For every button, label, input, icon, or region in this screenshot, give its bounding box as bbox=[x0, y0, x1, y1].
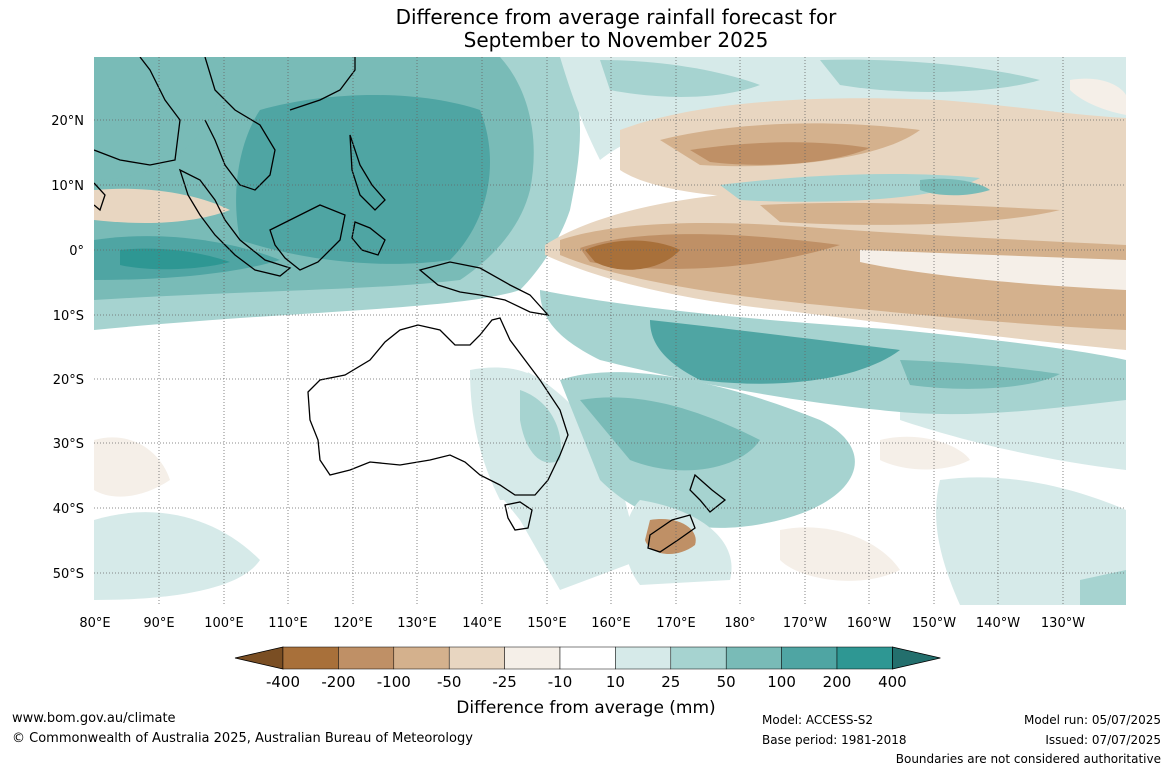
copyright: © Commonwealth of Australia 2025, Austra… bbox=[12, 731, 473, 746]
lat-label: 20°S bbox=[53, 373, 84, 388]
lon-label: 130°E bbox=[397, 616, 437, 631]
colorbar-swatch bbox=[282, 646, 339, 670]
colorbar-swatch bbox=[338, 646, 395, 670]
colorbar-swatch bbox=[836, 646, 893, 670]
colorbar-tick-label: 50 bbox=[717, 673, 736, 691]
latitude-labels: 20°N 10°N 0° 10°S 20°S 30°S 40°S 50°S bbox=[51, 114, 84, 582]
lon-label: 170°E bbox=[656, 616, 696, 631]
lon-label: 120°E bbox=[333, 616, 373, 631]
lat-label: 10°N bbox=[51, 179, 84, 194]
lon-label: 90°E bbox=[143, 616, 174, 631]
colorbar-tick-label: 200 bbox=[823, 673, 852, 691]
colorbar-swatch bbox=[615, 646, 672, 670]
colorbar-label: Difference from average (mm) bbox=[456, 698, 715, 718]
lon-label: 180° bbox=[724, 616, 755, 631]
colorbar-swatch bbox=[393, 646, 450, 670]
colorbar-swatch bbox=[670, 646, 727, 670]
colorbar-tick-label: 10 bbox=[606, 673, 625, 691]
graticule bbox=[94, 57, 1126, 605]
colorbar-swatch bbox=[559, 646, 616, 670]
rainfall-anomaly-field bbox=[94, 57, 1126, 605]
map-title: Difference from average rainfall forecas… bbox=[395, 5, 837, 29]
lat-label: 20°N bbox=[51, 114, 84, 129]
map-subtitle: September to November 2025 bbox=[463, 28, 769, 52]
colorbar-swatch bbox=[504, 646, 561, 670]
website-url: www.bom.gov.au/climate bbox=[12, 711, 176, 726]
colorbar-extend-low bbox=[234, 646, 284, 670]
colorbar: -400 -200 -100 -50 -25 -10 10 25 50 100 200 400 bbox=[234, 646, 941, 691]
colorbar-extend-high bbox=[892, 646, 941, 670]
lon-label: 160°E bbox=[591, 616, 631, 631]
base-period: Base period: 1981-2018 bbox=[762, 733, 907, 747]
lat-label: 0° bbox=[69, 244, 84, 259]
lon-label: 80°E bbox=[79, 616, 110, 631]
model-run-date: Model run: 05/07/2025 bbox=[1023, 713, 1161, 727]
lon-label: 110°E bbox=[268, 616, 308, 631]
colorbar-swatch bbox=[725, 646, 782, 670]
colorbar-swatch bbox=[781, 646, 838, 670]
model-name: Model: ACCESS-S2 bbox=[762, 713, 874, 727]
lon-label: 150°E bbox=[527, 616, 567, 631]
lon-label: 160°W bbox=[847, 616, 891, 631]
longitude-labels: 80°E 90°E 100°E 110°E 120°E 130°E 140°E … bbox=[79, 616, 1085, 631]
colorbar-tick-label: -200 bbox=[321, 673, 355, 691]
issued-date: Issued: 07/07/2025 bbox=[1045, 733, 1161, 747]
colorbar-tick-label: -25 bbox=[492, 673, 517, 691]
lon-label: 140°W bbox=[976, 616, 1020, 631]
colorbar-tick-label: -100 bbox=[377, 673, 411, 691]
lon-label: 170°W bbox=[783, 616, 827, 631]
lat-label: 40°S bbox=[53, 502, 84, 517]
lat-label: 10°S bbox=[53, 309, 84, 324]
lon-label: 130°W bbox=[1041, 616, 1085, 631]
colorbar-tick-label: 25 bbox=[661, 673, 680, 691]
boundaries-disclaimer: Boundaries are not considered authoritat… bbox=[895, 752, 1161, 766]
colorbar-tick-label: -50 bbox=[437, 673, 462, 691]
colorbar-tick-label: 400 bbox=[878, 673, 907, 691]
lat-label: 30°S bbox=[53, 437, 84, 452]
lat-label: 50°S bbox=[53, 567, 84, 582]
lon-label: 140°E bbox=[462, 616, 502, 631]
colorbar-swatch bbox=[448, 646, 505, 670]
colorbar-tick-label: -10 bbox=[548, 673, 573, 691]
lon-label: 150°W bbox=[912, 616, 956, 631]
colorbar-tick-label: 100 bbox=[767, 673, 796, 691]
lon-label: 100°E bbox=[204, 616, 244, 631]
colorbar-tick-label: -400 bbox=[266, 673, 300, 691]
